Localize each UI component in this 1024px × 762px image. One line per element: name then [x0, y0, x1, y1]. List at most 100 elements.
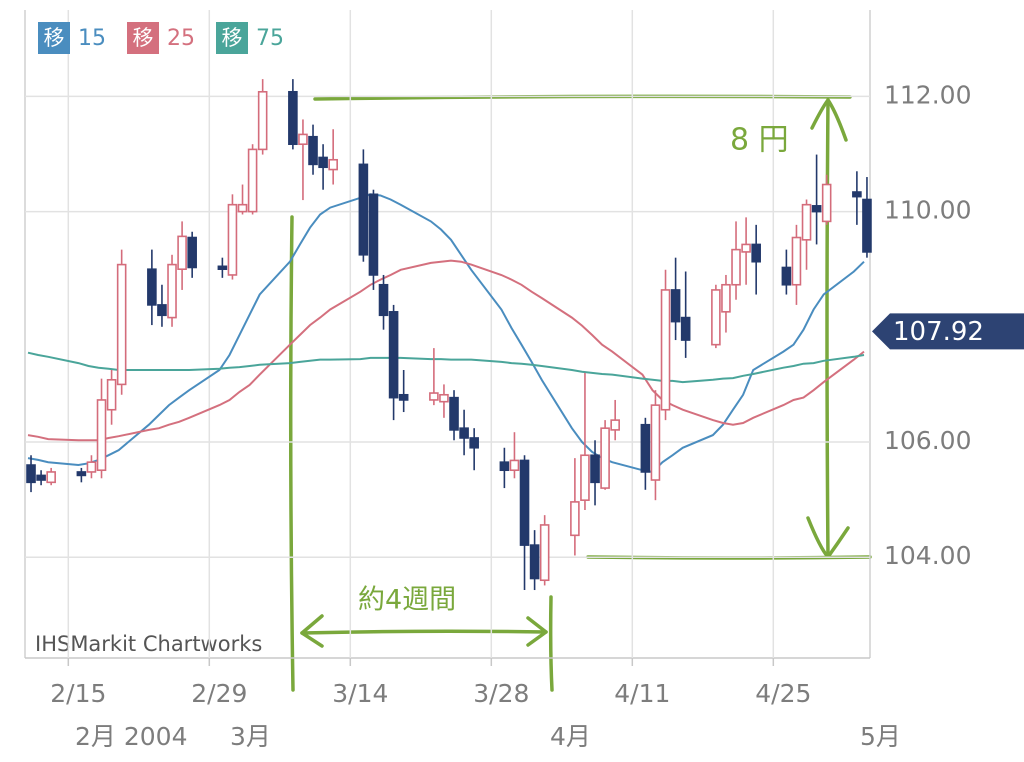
candle-body — [610, 419, 620, 431]
month-label: 5月 — [860, 722, 901, 751]
x-tick-label: 4/11 — [614, 679, 670, 708]
legend-badge-text: 移 — [222, 26, 243, 50]
grid — [24, 10, 871, 666]
candle — [227, 194, 238, 280]
candle — [801, 199, 812, 270]
candle-body — [388, 311, 399, 399]
candle-body — [660, 289, 671, 411]
candle — [499, 447, 510, 489]
candle — [398, 370, 409, 413]
candle-body — [358, 163, 369, 256]
candle — [811, 154, 822, 245]
candle-body — [590, 454, 600, 484]
legend-item: 移 15 — [38, 22, 106, 54]
candle — [36, 470, 46, 486]
candle-body — [509, 459, 520, 472]
candle — [731, 221, 741, 300]
candle-body — [217, 265, 228, 271]
candle — [247, 144, 258, 215]
candle-body — [741, 243, 751, 253]
last-price-tag — [872, 313, 1024, 350]
candle-body — [36, 474, 46, 481]
candle — [46, 467, 56, 486]
candle — [509, 432, 520, 479]
candle — [580, 372, 590, 510]
legend-badge-text: 移 — [44, 26, 65, 50]
candle — [217, 257, 228, 278]
candle-body — [46, 471, 56, 484]
candle — [429, 348, 439, 406]
candle-body — [862, 198, 872, 253]
candle-body — [680, 316, 691, 341]
candle-body — [459, 427, 469, 439]
annotation-line — [825, 98, 830, 559]
candle-body — [96, 399, 107, 472]
candle — [650, 390, 661, 501]
candle — [852, 171, 862, 225]
candle-body — [26, 464, 36, 484]
month-label: 4月 — [550, 722, 591, 751]
candle — [298, 119, 308, 201]
candle-body — [801, 203, 812, 241]
legend-item: 移 25 — [127, 22, 195, 54]
candle — [519, 455, 530, 591]
candle — [288, 79, 298, 150]
candle — [257, 79, 268, 155]
x-tick-label: 2/15 — [50, 679, 106, 708]
legend-label: 25 — [167, 26, 195, 51]
candle-body — [439, 393, 449, 403]
candle-body — [519, 459, 530, 546]
candle-body — [670, 289, 681, 323]
annotation-line — [288, 215, 295, 692]
candle-body — [308, 135, 318, 166]
candle — [600, 420, 610, 490]
candle-body — [86, 461, 97, 473]
candle — [640, 417, 651, 490]
candle — [660, 269, 671, 421]
ma-line — [27, 351, 865, 384]
candle-body — [640, 423, 651, 473]
candle — [459, 409, 469, 456]
candle — [328, 129, 338, 185]
annotation-text: 約4週間 — [358, 585, 456, 616]
candle — [449, 390, 459, 441]
candle-body — [257, 90, 268, 151]
candle-body — [247, 148, 258, 213]
candle-body — [711, 289, 721, 346]
candle — [116, 249, 127, 395]
watermark: IHSMarkit Chartworks — [35, 632, 262, 656]
candle — [26, 455, 36, 493]
candle — [821, 174, 832, 225]
candle — [308, 124, 318, 175]
candle — [439, 384, 449, 418]
candle-body — [116, 263, 127, 386]
candle — [751, 224, 761, 295]
candle — [368, 189, 379, 290]
candle-body — [106, 378, 117, 411]
candle-body — [328, 158, 338, 171]
last-price-label: 107.92 — [893, 317, 984, 347]
candle — [721, 274, 731, 333]
candle — [167, 254, 177, 327]
candle-body — [227, 203, 238, 276]
annotation-text: 8 円 — [730, 123, 789, 158]
candle-body — [499, 461, 510, 472]
candle-body — [288, 90, 298, 146]
candle — [791, 224, 802, 305]
candle — [539, 515, 550, 586]
legend-badge — [127, 22, 159, 54]
annotation-line — [548, 595, 554, 692]
candle-body — [731, 248, 741, 286]
month-label: 3月 — [230, 722, 271, 751]
candle-body — [751, 243, 761, 263]
candle — [781, 249, 792, 295]
candle-body — [368, 193, 379, 276]
candle-body — [539, 524, 550, 582]
candle — [388, 304, 399, 421]
candle — [157, 284, 167, 327]
ma-line — [27, 259, 865, 442]
candle-body — [298, 133, 308, 146]
legend-badge-text: 移 — [133, 26, 154, 50]
candle — [590, 440, 600, 506]
